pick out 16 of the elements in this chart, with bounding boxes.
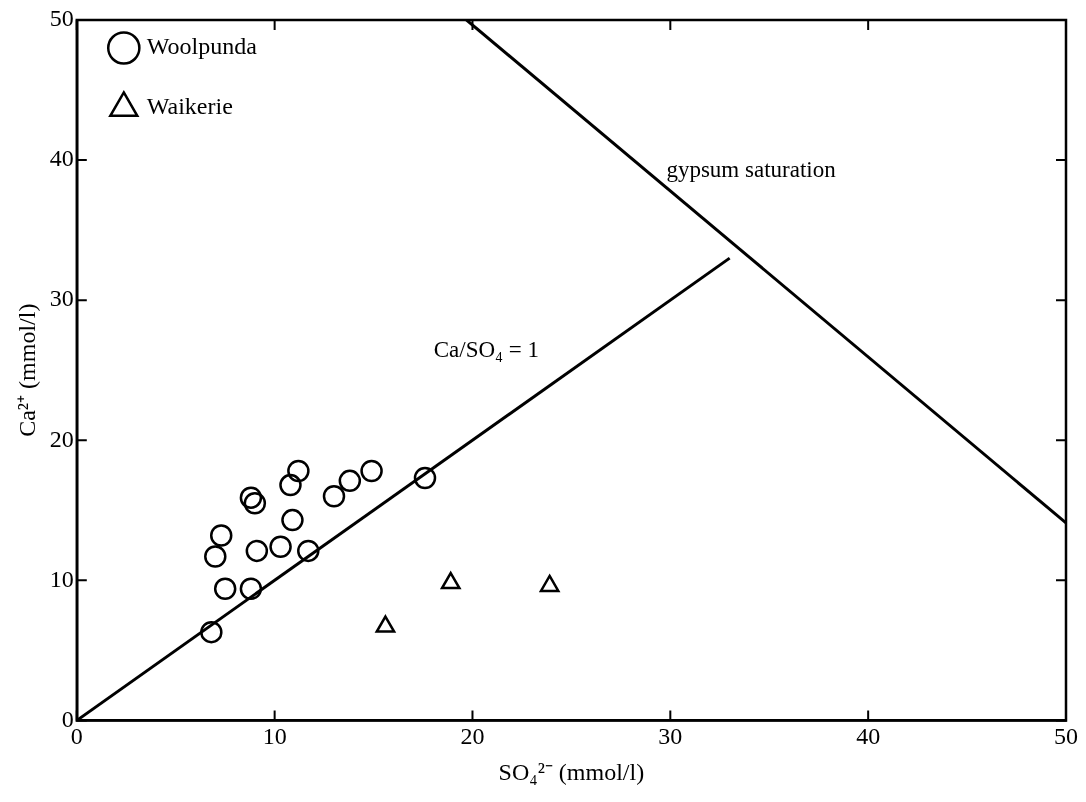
y-tick-label: 20 — [49, 425, 74, 452]
y-axis-title: Ca²⁺ (mmol/l) — [13, 303, 40, 437]
x-axis-title: SO₄²⁻ (mmol/l) — [498, 758, 645, 785]
x-tick-label: 50 — [1054, 723, 1078, 750]
y-tick-label: 30 — [49, 285, 74, 312]
y-tick-label: 50 — [49, 5, 74, 32]
legend-label: Waikerie — [146, 93, 233, 120]
y-tick-label: 10 — [49, 565, 74, 592]
series-label: Ca/SO₄ = 1 — [433, 336, 540, 362]
x-tick-label: 40 — [856, 723, 881, 750]
x-tick-label: 20 — [460, 723, 485, 750]
y-tick-label: 40 — [49, 145, 74, 172]
x-tick-label: 30 — [658, 723, 683, 750]
series-label: gypsum saturation — [666, 156, 837, 182]
legend-label: Woolpunda — [146, 33, 258, 60]
x-tick-label: 10 — [262, 723, 287, 750]
